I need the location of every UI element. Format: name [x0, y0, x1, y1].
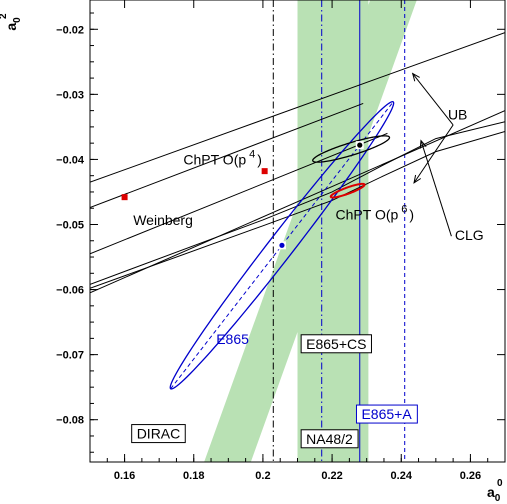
arrow-1	[413, 124, 454, 184]
chpt4-line-1	[90, 132, 388, 255]
ub-line-0	[90, 32, 505, 183]
annotation-e865a: E865+A	[355, 404, 418, 424]
annotation-main-e865cs: E865+CS	[306, 336, 366, 352]
annotation-text-e865a: E865+A	[361, 406, 412, 422]
annotation-text-na48: NA48/2	[306, 431, 353, 447]
clg-curve-1	[90, 121, 505, 285]
ellipse-axis-0	[170, 101, 394, 390]
annotation-box-e865cs	[300, 334, 372, 354]
clg-curve-0	[90, 130, 505, 289]
annotation-e865: E865	[216, 331, 249, 347]
annotation-text-weinberg: Weinberg	[133, 212, 193, 228]
annotation-main-clg: CLG	[455, 227, 484, 243]
mark-layer	[121, 141, 364, 250]
annotation-box-dirac	[131, 424, 186, 444]
y-tick-label-3: −0.05	[56, 219, 84, 231]
band-layer	[204, 0, 417, 462]
annotation-main-chpt4: ChPT O(p	[183, 152, 246, 168]
annotation-chpt6: ChPT O(p 6)	[336, 203, 415, 222]
annotation-main-e865a: E865+A	[361, 406, 412, 422]
x-axis-label: a0	[487, 484, 501, 504]
annotation-main-dirac: DIRAC	[137, 426, 181, 442]
y-axis-label-group: a0 2	[0, 13, 23, 31]
annotation-text-dirac: DIRAC	[137, 426, 181, 442]
annotation-main-na48: NA48/2	[306, 431, 353, 447]
axis-ticks: 0.16 0.18 0.2 0.22 0.24 0.26 −0.02 −0.03 −0.04 −0…	[56, 0, 506, 482]
chpt4-line-0	[90, 102, 364, 209]
ub-line-1	[90, 110, 505, 294]
annotation-text-clg: CLG	[455, 227, 484, 243]
annotation-na48: NA48/2	[300, 429, 359, 449]
y-axis-label-base: a	[3, 23, 19, 31]
ellipse-2	[329, 182, 366, 199]
x-tick-label-1: 0.18	[183, 470, 204, 482]
y-tick-label-5: −0.07	[56, 350, 84, 362]
annotation-box-e865a	[355, 404, 418, 424]
annotation-text-e865cs: E865+CS	[306, 336, 366, 352]
annotation-main-weinberg: Weinberg	[133, 212, 193, 228]
annotation-chpt4: ChPT O(p 4)	[183, 149, 262, 168]
point-2	[279, 242, 285, 248]
annotation-text-chpt4: ChPT O(p 4)	[183, 149, 262, 168]
annotation-close-chpt6: )	[409, 206, 414, 222]
y-tick-label-1: −0.03	[56, 89, 84, 101]
annotation-close-chpt4: )	[257, 152, 262, 168]
annotation-weinberg: Weinberg	[133, 212, 193, 228]
annotation-sup-chpt6: 6	[401, 203, 407, 215]
point-3	[357, 142, 363, 148]
y-tick-label-2: −0.04	[56, 154, 85, 166]
annotation-dirac: DIRAC	[131, 424, 186, 444]
x-tick-label-0: 0.16	[114, 470, 135, 482]
annotation-text-ub: UB	[448, 107, 467, 123]
y-tick-label-0: −0.02	[56, 24, 84, 36]
x-axis-label-sub: 0	[495, 493, 501, 504]
x-tick-label-3: 0.22	[321, 470, 342, 482]
x-axis-label-base: a	[487, 484, 495, 500]
arrow-head-1	[413, 174, 422, 184]
annotation-ub: UB	[448, 107, 467, 123]
annotation-e865cs: E865+CS	[300, 334, 372, 354]
annotation-text-e865: E865	[216, 331, 249, 347]
annotation-box-na48	[300, 429, 359, 449]
arrow-head-0	[411, 72, 420, 82]
arrow-2	[420, 140, 452, 237]
x-tick-label-2: 0.2	[255, 470, 270, 482]
y-axis-label-sup: 2	[0, 13, 9, 19]
annotation-sup-chpt4: 4	[249, 149, 255, 161]
annotation-main-e865: E865	[216, 331, 249, 347]
line-layer	[90, 0, 505, 462]
annotation-main-ub: UB	[448, 107, 467, 123]
annotation-main-chpt6: ChPT O(p	[336, 206, 399, 222]
arrow-head-2	[419, 139, 427, 149]
arrow-0	[412, 73, 454, 126]
y-axis-label: a0	[3, 17, 23, 31]
y-axis-label-sub: 0	[12, 17, 23, 23]
y-tick-label-6: −0.08	[56, 415, 84, 427]
x-tick-label-5: 0.26	[460, 470, 481, 482]
y-tick-label-4: −0.06	[56, 285, 84, 297]
x-axis-label-sup: 0	[497, 478, 503, 489]
point-0	[121, 194, 128, 201]
x-tick-label-4: 0.24	[391, 470, 413, 482]
point-1	[261, 168, 268, 175]
annotation-text-chpt6: ChPT O(p 6)	[336, 203, 415, 222]
ellipse-1	[312, 135, 391, 163]
annotation-clg: CLG	[455, 227, 484, 243]
